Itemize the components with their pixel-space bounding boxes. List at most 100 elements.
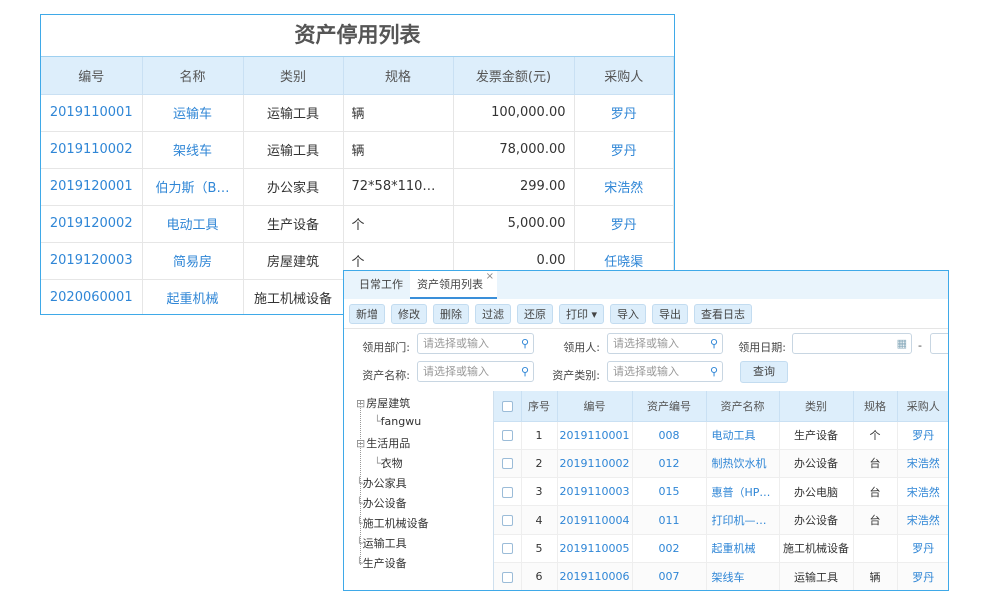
table-cell[interactable]: 宋浩然 (897, 505, 948, 535)
table-cell[interactable]: 运输车 (142, 94, 244, 132)
row-select[interactable] (494, 421, 522, 450)
column-header[interactable]: 类别 (243, 57, 344, 95)
table-cell[interactable]: 2019110002 (557, 449, 633, 479)
toolbar-button[interactable]: 导出 (652, 304, 689, 324)
asset-name-input[interactable]: 请选择或输入 ⚲ (417, 361, 534, 382)
table-cell[interactable]: 电动工具 (706, 421, 780, 450)
row-select[interactable] (494, 562, 522, 590)
table-cell[interactable]: 起重机械 (142, 279, 244, 314)
tab-asset-usage-list[interactable]: 资产领用列表 × (410, 271, 497, 299)
table-cell[interactable]: 2019110005 (557, 534, 633, 563)
table-cell[interactable]: 打印机—… (706, 505, 780, 535)
table-cell[interactable]: 宋浩然 (574, 168, 674, 206)
tab-daily-work[interactable]: 日常工作 (359, 278, 403, 291)
tree-node[interactable]: └fangwu (374, 415, 421, 428)
table-cell[interactable]: 架线车 (706, 562, 780, 590)
table-row[interactable]: 2019120003 简易房 房屋建筑个 0.00 任晓渠 (41, 242, 674, 280)
search-icon[interactable]: ⚲ (709, 337, 718, 350)
search-icon[interactable]: ⚲ (520, 337, 529, 350)
tree-node[interactable]: └办公家具 (356, 475, 407, 491)
date-start-input[interactable]: ▦ (792, 333, 912, 354)
checkbox[interactable] (501, 571, 513, 583)
column-header[interactable]: 资产编号 (632, 391, 707, 422)
toolbar-button[interactable]: 修改 (391, 304, 427, 324)
user-input[interactable]: 请选择或输入 ⚲ (607, 333, 723, 354)
table-cell[interactable]: 罗丹 (574, 94, 674, 132)
collapse-icon[interactable]: ⊟ (356, 397, 366, 410)
table-cell[interactable]: 2019120003 (41, 242, 143, 280)
table-cell[interactable]: 2019120002 (41, 205, 143, 243)
select-all-header[interactable] (494, 391, 522, 422)
table-cell[interactable]: 罗丹 (897, 562, 948, 590)
toolbar-button[interactable]: 查看日志 (694, 304, 753, 324)
column-header[interactable]: 编号 (41, 57, 143, 95)
asset-type-input[interactable]: 请选择或输入 ⚲ (607, 361, 723, 382)
search-icon[interactable]: ⚲ (520, 365, 529, 378)
table-cell[interactable]: 2019110006 (557, 562, 633, 590)
column-header[interactable]: 采购人 (574, 57, 674, 95)
table-row[interactable]: 2019120002 电动工具 生产设备个 5,000.00 罗丹 (41, 205, 674, 243)
search-icon[interactable]: ⚲ (709, 365, 718, 378)
row-select[interactable] (494, 534, 522, 563)
table-cell[interactable]: 2019110001 (41, 94, 143, 132)
column-header[interactable]: 规格 (343, 57, 454, 95)
table-cell[interactable]: 2020060001 (41, 279, 143, 314)
tree-node[interactable]: └施工机械设备 (356, 515, 429, 531)
table-cell[interactable]: 015 (632, 477, 707, 507)
toolbar-button[interactable]: 删除 (433, 304, 469, 324)
table-cell[interactable]: 简易房 (142, 242, 244, 280)
toolbar-button[interactable]: 新增 (349, 304, 385, 324)
table-cell[interactable]: 002 (632, 534, 707, 563)
checkbox[interactable] (501, 486, 513, 498)
column-header[interactable]: 名称 (142, 57, 244, 95)
table-cell[interactable]: 架线车 (142, 131, 244, 169)
tree-node[interactable]: └办公设备 (356, 495, 407, 511)
checkbox[interactable] (501, 458, 513, 470)
collapse-icon[interactable]: ⊟ (356, 437, 366, 450)
table-cell[interactable]: 2019110001 (557, 421, 633, 450)
table-cell[interactable]: 2019110004 (557, 505, 633, 535)
table-cell[interactable]: 2019110003 (557, 477, 633, 507)
table-row[interactable]: 2019120001 伯力斯（B… 办公家具 72*58*110~1… 299.00 宋浩… (41, 168, 674, 206)
column-header[interactable]: 发票金额(元) (453, 57, 575, 95)
column-header[interactable]: 采购人 (897, 391, 948, 422)
checkbox[interactable] (501, 430, 513, 442)
toolbar-button[interactable]: 过滤 (475, 304, 511, 324)
table-cell[interactable]: 罗丹 (574, 205, 674, 243)
dept-input[interactable]: 请选择或输入 ⚲ (417, 333, 534, 354)
tree-node[interactable]: └运输工具 (356, 535, 407, 551)
column-header[interactable]: 编号 (557, 391, 633, 422)
table-cell[interactable]: 电动工具 (142, 205, 244, 243)
tree-node[interactable]: └衣物 (374, 455, 403, 471)
table-row[interactable]: 4 2019110004 011 打印机—… 办公设备台宋浩然 (494, 505, 948, 535)
table-cell[interactable]: 伯力斯（B… (142, 168, 244, 206)
checkbox[interactable] (501, 543, 513, 555)
close-icon[interactable]: × (485, 271, 494, 282)
table-row[interactable]: 2019110002 架线车 运输工具辆 78,000.00 罗丹 (41, 131, 674, 169)
table-row[interactable]: 6 2019110006 007 架线车 运输工具辆罗丹 (494, 562, 948, 590)
table-cell[interactable]: 011 (632, 505, 707, 535)
tree-node[interactable]: ⊟房屋建筑 (356, 395, 410, 411)
table-cell[interactable]: 012 (632, 449, 707, 479)
column-header[interactable]: 序号 (521, 391, 558, 422)
table-row[interactable]: 2019110001 运输车 运输工具辆 100,000.00 罗丹 (41, 94, 674, 132)
row-select[interactable] (494, 505, 522, 535)
checkbox[interactable] (501, 515, 513, 527)
table-cell[interactable]: 起重机械 (706, 534, 780, 563)
column-header[interactable]: 规格 (853, 391, 898, 422)
table-cell[interactable]: 2019120001 (41, 168, 143, 206)
table-cell[interactable]: 宋浩然 (897, 449, 948, 479)
column-header[interactable]: 类别 (779, 391, 854, 422)
toolbar-button[interactable]: 还原 (517, 304, 553, 324)
table-row[interactable]: 1 2019110001 008 电动工具 生产设备个罗丹 (494, 421, 948, 450)
toolbar-button[interactable]: 导入 (610, 304, 647, 324)
table-cell[interactable]: 罗丹 (897, 421, 948, 450)
table-row[interactable]: 2 2019110002 012 制热饮水机 办公设备台宋浩然 (494, 449, 948, 479)
checkbox[interactable] (501, 400, 513, 412)
row-select[interactable] (494, 477, 522, 507)
column-header[interactable]: 资产名称 (706, 391, 780, 422)
table-cell[interactable]: 制热饮水机 (706, 449, 780, 479)
table-cell[interactable]: 宋浩然 (897, 477, 948, 507)
date-end-input[interactable] (930, 333, 948, 354)
table-cell[interactable]: 罗丹 (574, 131, 674, 169)
